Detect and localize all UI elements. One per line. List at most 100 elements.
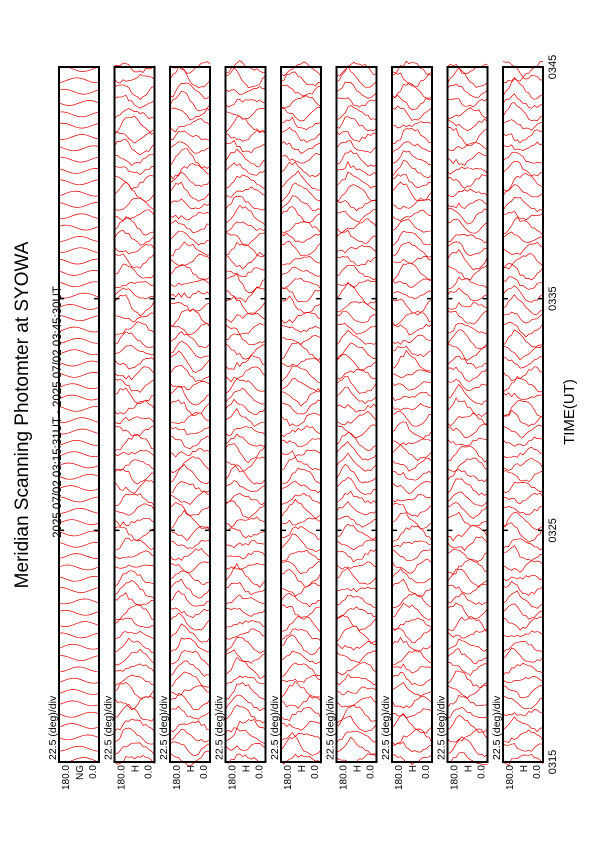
trace bbox=[336, 264, 377, 281]
trace bbox=[280, 255, 322, 266]
panel-scale-label: 22.5 (deg)/div bbox=[47, 695, 59, 760]
trace bbox=[280, 456, 322, 471]
trace bbox=[225, 204, 266, 226]
time-tick-label: 0345 bbox=[547, 55, 559, 79]
y-max-label: 180.0 bbox=[450, 765, 461, 790]
y-max-label: 180.0 bbox=[117, 765, 128, 790]
trace bbox=[280, 399, 322, 415]
trace bbox=[391, 410, 433, 427]
trace bbox=[447, 648, 488, 665]
trace bbox=[336, 140, 377, 154]
trace bbox=[280, 582, 322, 597]
trace bbox=[169, 340, 211, 359]
panel-frame bbox=[224, 66, 267, 763]
trace bbox=[391, 578, 433, 598]
trace bbox=[336, 229, 377, 245]
trace bbox=[169, 481, 211, 494]
trace bbox=[447, 478, 488, 496]
trace bbox=[58, 179, 100, 186]
trace bbox=[58, 258, 100, 265]
trace bbox=[336, 523, 377, 540]
trace bbox=[58, 134, 100, 140]
trace bbox=[114, 703, 155, 722]
trace bbox=[114, 243, 155, 255]
trace bbox=[391, 173, 433, 189]
trace bbox=[391, 512, 433, 530]
trace bbox=[225, 681, 266, 701]
trace bbox=[336, 116, 377, 132]
trace bbox=[114, 387, 155, 404]
trace bbox=[447, 661, 488, 676]
trace bbox=[447, 615, 488, 631]
trace bbox=[502, 641, 544, 654]
trace bbox=[225, 582, 266, 596]
trace bbox=[280, 425, 322, 438]
trace bbox=[225, 115, 266, 133]
trace bbox=[58, 507, 100, 514]
trace bbox=[225, 241, 266, 257]
trace bbox=[114, 663, 155, 673]
trace bbox=[391, 444, 433, 462]
panel-frame bbox=[446, 66, 489, 763]
trace bbox=[58, 190, 100, 197]
trace bbox=[58, 360, 100, 367]
trace bbox=[169, 705, 211, 720]
trace bbox=[447, 549, 488, 563]
trace bbox=[391, 682, 433, 697]
trace bbox=[391, 219, 433, 233]
trace bbox=[225, 675, 266, 686]
trace bbox=[225, 442, 266, 464]
trace bbox=[169, 230, 210, 246]
chart-title: Meridian Scanning Photomter at SYOWA bbox=[12, 241, 33, 588]
trace bbox=[447, 397, 488, 418]
trace bbox=[225, 550, 266, 560]
trace bbox=[502, 210, 544, 221]
trace bbox=[280, 141, 322, 154]
y-max-label: 180.0 bbox=[172, 765, 183, 790]
trace bbox=[447, 751, 488, 766]
trace bbox=[169, 130, 211, 141]
trace bbox=[114, 630, 155, 640]
trace bbox=[58, 111, 100, 118]
trace bbox=[280, 615, 322, 633]
trace bbox=[114, 115, 155, 135]
trace bbox=[225, 221, 266, 233]
trace bbox=[114, 493, 155, 507]
trace bbox=[169, 219, 211, 234]
trace bbox=[169, 490, 211, 505]
trace bbox=[280, 287, 322, 303]
trace bbox=[447, 714, 488, 733]
trace bbox=[502, 590, 544, 609]
trace bbox=[169, 426, 211, 436]
y-min-label: 0.0 bbox=[477, 765, 488, 779]
trace bbox=[169, 660, 210, 677]
trace bbox=[391, 481, 433, 495]
trace bbox=[502, 481, 544, 493]
trace bbox=[502, 231, 544, 243]
trace bbox=[114, 674, 155, 687]
trace bbox=[336, 567, 377, 585]
trace bbox=[391, 502, 433, 517]
panel-scale-label: 22.5 (deg)/div bbox=[269, 695, 281, 760]
trace bbox=[391, 663, 433, 674]
trace bbox=[336, 150, 377, 167]
trace bbox=[336, 97, 377, 108]
trace bbox=[225, 322, 266, 335]
trace bbox=[280, 604, 322, 620]
trace bbox=[225, 366, 266, 383]
trace bbox=[114, 321, 155, 336]
trace bbox=[336, 301, 377, 313]
trace bbox=[391, 525, 433, 542]
trace bbox=[225, 649, 266, 664]
trace bbox=[225, 637, 266, 654]
trace bbox=[502, 344, 544, 361]
trace bbox=[280, 221, 322, 234]
trace bbox=[336, 184, 377, 203]
trace bbox=[502, 538, 544, 551]
trace bbox=[336, 539, 377, 551]
trace bbox=[447, 287, 488, 302]
trace bbox=[169, 463, 211, 485]
trace bbox=[280, 153, 322, 164]
